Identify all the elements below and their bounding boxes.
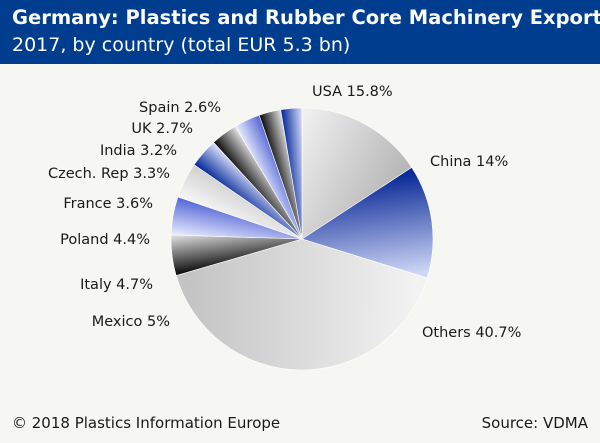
- pie-slice-usa: [301, 107, 413, 240]
- source-text: Source: VDMA: [481, 414, 588, 432]
- pie-slice-spain: [280, 107, 303, 240]
- pie-label-usa: USA 15.8%: [312, 84, 393, 100]
- pie-label-france: France 3.6%: [63, 196, 153, 212]
- pie-label-italy: Italy 4.7%: [80, 277, 153, 293]
- pie-label-mexico: Mexico 5%: [92, 314, 170, 330]
- pie-slice-others: [175, 238, 428, 371]
- pie-slice-china: [301, 167, 434, 279]
- chart-title: Germany: Plastics and Rubber Core Machin…: [12, 6, 600, 29]
- chart-subtitle: 2017, by country (total EUR 5.3 bn): [12, 34, 351, 56]
- pie-label-others: Others 40.7%: [422, 325, 521, 341]
- pie-label-india: India 3.2%: [100, 143, 177, 159]
- chart-header: Germany: Plastics and Rubber Core Machin…: [0, 0, 600, 64]
- pie-label-china: China 14%: [430, 154, 508, 170]
- pie-label-uk: UK 2.7%: [131, 121, 193, 137]
- pie-label-spain: Spain 2.6%: [139, 100, 221, 116]
- pie-label-czech-rep: Czech. Rep 3.3%: [48, 166, 170, 182]
- copyright-text: © 2018 Plastics Information Europe: [12, 414, 281, 432]
- pie-label-poland: Poland 4.4%: [60, 232, 150, 248]
